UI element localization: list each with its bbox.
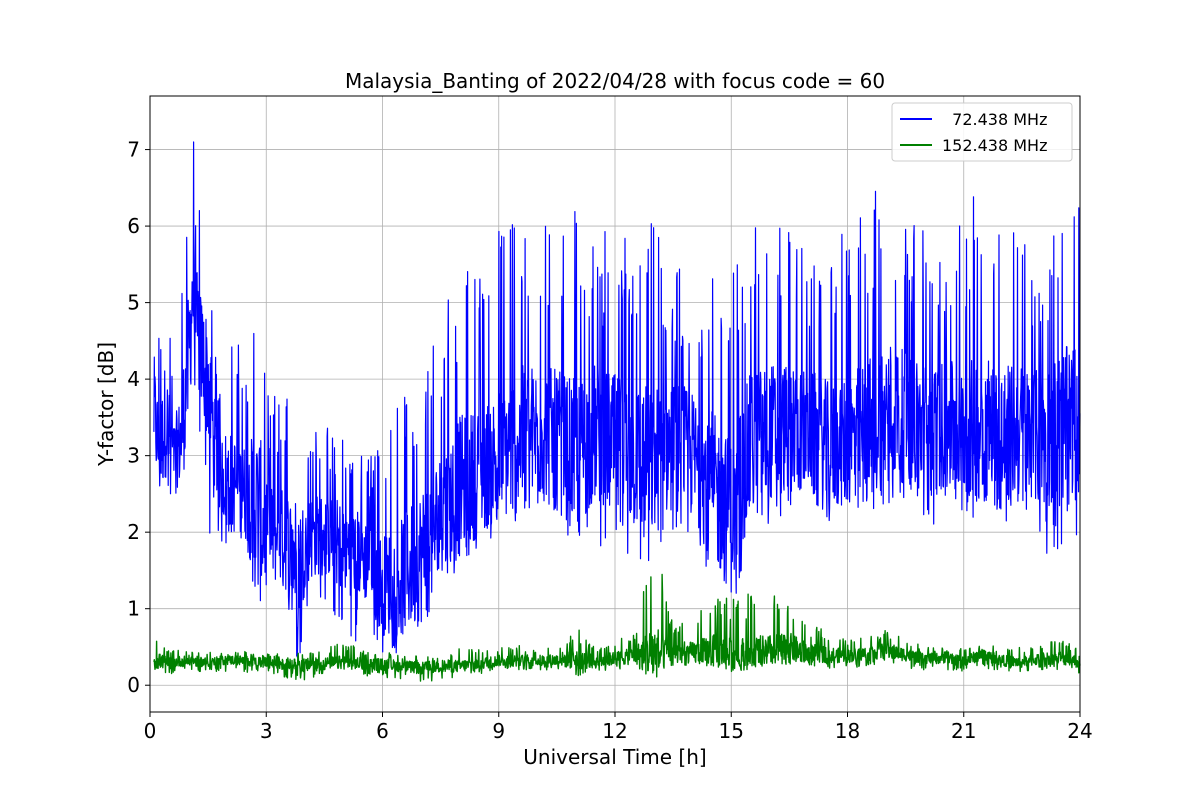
y-tick-label: 5 [127, 291, 140, 315]
x-tick-label: 21 [951, 719, 976, 743]
y-tick-label: 6 [127, 214, 140, 238]
x-tick-label: 18 [835, 719, 860, 743]
y-tick-label: 0 [127, 673, 140, 697]
y-tick-label: 4 [127, 367, 140, 391]
y-axis-label: Y-factor [dB] [94, 342, 118, 467]
x-tick-label: 6 [376, 719, 389, 743]
y-tick-label: 2 [127, 520, 140, 544]
x-axis-label: Universal Time [h] [523, 745, 706, 769]
legend: 72.438 MHz 152.438 MHz [891, 102, 1073, 162]
legend-label: 152.438 MHz [942, 136, 1047, 155]
series-line-1 [153, 141, 1081, 658]
x-tick-label: 24 [1067, 719, 1092, 743]
chart-title: Malaysia_Banting of 2022/04/28 with focu… [345, 69, 885, 93]
y-tick-label: 3 [127, 444, 140, 468]
series-line-2 [153, 573, 1081, 682]
plot-lines [153, 141, 1081, 682]
x-tick-label: 0 [144, 719, 157, 743]
x-tick-label: 3 [260, 719, 273, 743]
x-tick-label: 9 [492, 719, 505, 743]
x-tick-label: 15 [719, 719, 744, 743]
y-tick-label: 1 [127, 597, 140, 621]
x-tick-label: 12 [602, 719, 627, 743]
legend-box [891, 102, 1073, 162]
y-tick-label: 7 [127, 138, 140, 162]
legend-label: 72.438 MHz [942, 110, 1047, 129]
